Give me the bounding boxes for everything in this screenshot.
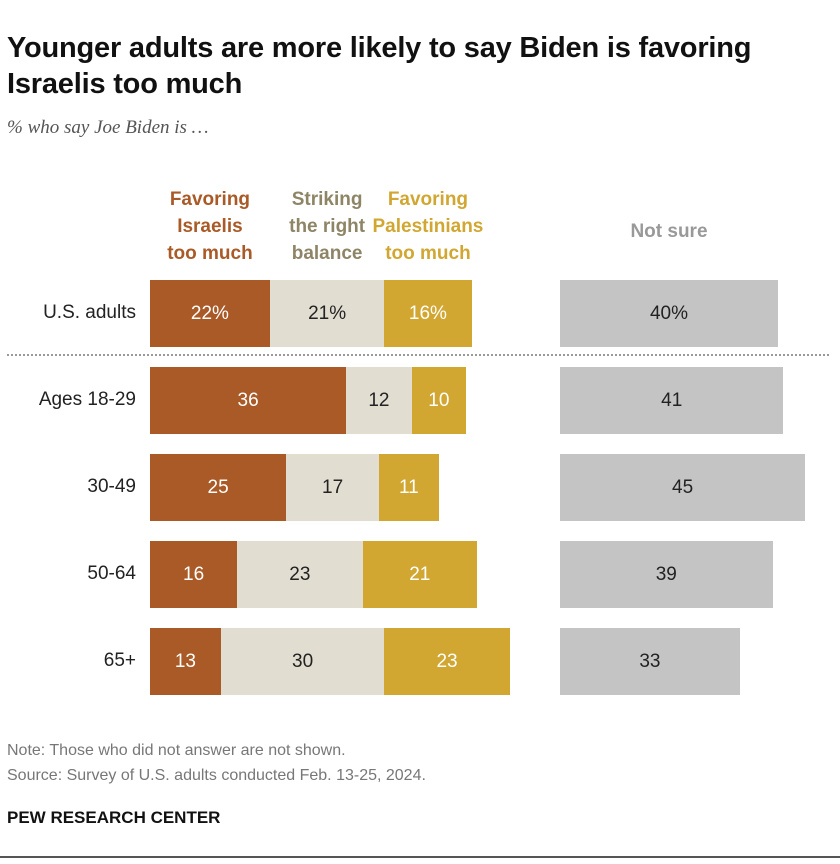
row-label: 65+ <box>103 650 136 671</box>
data-label: 25 <box>207 476 229 498</box>
brand-logo-text: PEW RESEARCH CENTER <box>7 808 221 827</box>
column-header-line: balance <box>291 243 363 264</box>
data-label: 45 <box>672 476 694 498</box>
bar-segment: 11 <box>378 454 439 521</box>
note-text: Note: Those who did not answer are not s… <box>7 742 346 759</box>
column-header-line: Palestinians <box>372 216 484 237</box>
data-label: 21% <box>308 302 347 324</box>
data-label: 41 <box>661 389 683 411</box>
bar-not-sure: 33 <box>560 628 740 695</box>
column-header-3: Not sure <box>594 218 744 245</box>
bar-segment: 25 <box>150 454 287 521</box>
bar-not-sure: 40% <box>560 280 778 347</box>
column-header-line: Favoring <box>387 189 469 210</box>
column-header-line: Israelis <box>177 216 243 237</box>
bar-segment: 16% <box>384 280 472 347</box>
bar-not-sure: 41 <box>560 367 784 434</box>
bar-segment: 21 <box>362 541 477 608</box>
column-header-0: Favoring Israelis too much <box>135 186 285 267</box>
column-header-line: Striking <box>291 189 363 210</box>
column-header-line: too much <box>385 243 471 264</box>
data-label: 17 <box>322 476 344 498</box>
data-label: 40% <box>649 302 689 324</box>
column-header-1: Striking the right balance <box>252 186 402 267</box>
chart-title: Younger adults are more likely to say Bi… <box>7 32 752 100</box>
row-label: 50-64 <box>87 563 136 584</box>
chart-subtitle: % who say Joe Biden is … <box>7 117 209 138</box>
row-label: Ages 18-29 <box>38 389 136 410</box>
bottom-rule <box>0 856 840 858</box>
bar-segment: 12 <box>346 367 412 434</box>
bar-segment: 17 <box>286 454 379 521</box>
bar-not-sure: 45 <box>560 454 806 521</box>
bar-segment: 36 <box>150 367 347 434</box>
data-label: 30 <box>292 650 314 672</box>
data-label: 33 <box>639 650 661 672</box>
data-label: 11 <box>398 476 419 498</box>
bar-segment: 30 <box>220 628 385 695</box>
column-header-line: Favoring <box>169 189 251 210</box>
bar-segment: 10 <box>411 367 467 434</box>
bar-segment: 16 <box>150 541 238 608</box>
bar-not-sure: 39 <box>560 541 773 608</box>
bar-segment: 21% <box>269 280 385 347</box>
column-header-line: too much <box>167 243 253 264</box>
data-label: 16 <box>183 563 205 585</box>
bar-segment: 23 <box>237 541 363 608</box>
data-label: 36 <box>237 389 259 411</box>
column-header-line: Not sure <box>630 221 708 242</box>
data-label: 10 <box>428 389 450 411</box>
divider-line <box>7 354 829 356</box>
bar-segment: 23 <box>384 628 510 695</box>
data-label: 21 <box>409 563 431 585</box>
bar-segment: 22% <box>150 280 270 347</box>
data-label: 16% <box>408 302 447 324</box>
column-header-2: Favoring Palestinians too much <box>353 186 503 267</box>
data-label: 39 <box>655 563 677 585</box>
data-label: 12 <box>368 389 390 411</box>
row-label: 30-49 <box>87 476 136 497</box>
bar-segment: 13 <box>150 628 221 695</box>
data-label: 23 <box>436 650 458 672</box>
row-label: U.S. adults <box>43 302 136 323</box>
source-text: Source: Survey of U.S. adults conducted … <box>7 767 426 784</box>
data-label: 13 <box>174 650 196 672</box>
column-header-line: the right <box>289 216 366 237</box>
data-label: 22% <box>190 302 229 324</box>
data-label: 23 <box>289 563 311 585</box>
